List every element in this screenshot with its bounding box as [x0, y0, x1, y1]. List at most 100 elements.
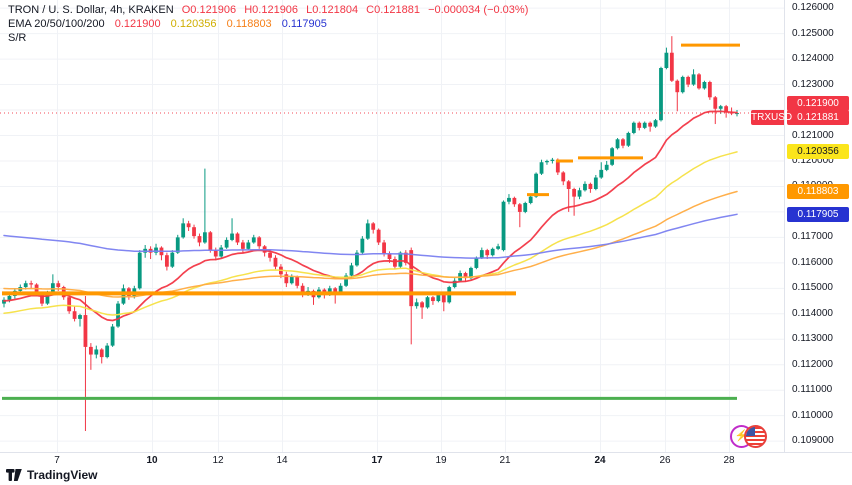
candle-body[interactable] [333, 288, 338, 294]
candle-body[interactable] [110, 326, 115, 346]
candle-body[interactable] [208, 232, 213, 251]
candle-body[interactable] [137, 252, 142, 289]
candle-body[interactable] [387, 253, 392, 260]
candle-body[interactable] [637, 122, 642, 128]
candle-body[interactable] [224, 239, 229, 248]
candle-body[interactable] [490, 248, 495, 256]
candle-body[interactable] [344, 275, 348, 286]
candle-body[interactable] [561, 172, 566, 182]
candle-body[interactable] [550, 159, 555, 161]
candle-body[interactable] [474, 257, 479, 268]
candle-body[interactable] [528, 196, 533, 203]
candle-body[interactable] [181, 223, 186, 238]
chart-canvas[interactable] [0, 0, 784, 452]
candle-body[interactable] [202, 232, 207, 243]
candle-body[interactable] [257, 237, 262, 247]
candle-body[interactable] [213, 250, 218, 257]
candle-body[interactable] [724, 106, 729, 113]
candle-body[interactable] [338, 285, 343, 294]
candle-body[interactable] [713, 97, 718, 109]
candle-body[interactable] [659, 68, 663, 121]
candle-body[interactable] [241, 242, 245, 249]
candle-body[interactable] [534, 173, 539, 197]
candle-body[interactable] [164, 255, 169, 267]
candle-body[interactable] [197, 236, 202, 243]
candle-body[interactable] [686, 76, 691, 85]
candle-body[interactable] [664, 52, 669, 69]
candle-body[interactable] [702, 82, 707, 89]
candle-body[interactable] [94, 349, 99, 355]
candle-body[interactable] [83, 315, 88, 347]
candle-body[interactable] [441, 293, 446, 303]
candle-body[interactable] [631, 122, 636, 133]
candle-body[interactable] [170, 252, 175, 267]
candle-body[interactable] [72, 311, 77, 319]
candle-body[interactable] [23, 283, 28, 288]
candle-body[interactable] [300, 285, 305, 294]
candle-body[interactable] [99, 349, 104, 358]
candle-body[interactable] [398, 252, 403, 267]
candle-body[interactable] [583, 183, 587, 191]
candle-body[interactable] [355, 252, 359, 266]
time-axis[interactable]: 7 10 12 14 17 19 21 24 26 28 [0, 452, 852, 469]
chart-plot-area[interactable]: TRON / U. S. Dollar, 4h, KRAKEN O0.12190… [0, 0, 792, 452]
candle-body[interactable] [414, 302, 419, 307]
candle-body[interactable] [425, 297, 430, 308]
candle-body[interactable] [105, 345, 110, 358]
legend-sr-row[interactable]: S/R [8, 31, 528, 45]
candle-body[interactable] [235, 233, 240, 243]
candle-body[interactable] [360, 238, 365, 253]
candle-body[interactable] [393, 259, 397, 267]
candle-body[interactable] [653, 120, 658, 127]
candle-body[interactable] [539, 162, 544, 174]
candle-body[interactable] [289, 276, 294, 284]
candle-body[interactable] [501, 201, 506, 251]
candle-body[interactable] [545, 160, 549, 163]
candle-body[interactable] [154, 247, 158, 253]
candle-body[interactable] [365, 223, 370, 239]
candle-body[interactable] [349, 265, 354, 276]
candle-body[interactable] [572, 188, 577, 197]
candle-body[interactable] [230, 233, 234, 240]
candle-body[interactable] [718, 106, 723, 109]
candle-body[interactable] [452, 280, 457, 288]
candle-body[interactable] [675, 80, 680, 93]
candle-body[interactable] [295, 276, 300, 286]
candle-body[interactable] [273, 257, 278, 267]
price-axis[interactable]: 0.1260000.1250000.1240000.1230000.122000… [784, 0, 852, 452]
candle-body[interactable] [577, 190, 582, 197]
candle-body[interactable] [593, 177, 598, 189]
candle-body[interactable] [485, 250, 490, 256]
candle-body[interactable] [680, 76, 685, 93]
candle-body[interactable] [507, 197, 511, 202]
candle-body[interactable] [409, 250, 414, 307]
candle-body[interactable] [56, 283, 61, 288]
candle-body[interactable] [523, 202, 528, 212]
candle-body[interactable] [246, 242, 251, 249]
candle-body[interactable] [284, 274, 289, 284]
candle-body[interactable] [371, 223, 376, 230]
candle-body[interactable] [29, 283, 34, 285]
candle-body[interactable] [512, 197, 517, 205]
candle-body[interactable] [431, 297, 435, 302]
candle-body[interactable] [45, 293, 50, 304]
candle-body[interactable] [40, 293, 44, 304]
candle-body[interactable] [588, 183, 593, 189]
candle-body[interactable] [175, 237, 180, 253]
candle-body[interactable] [219, 247, 224, 257]
candle-body[interactable] [382, 242, 386, 254]
candle-body[interactable] [648, 122, 653, 127]
legend-ema-row[interactable]: EMA 20/50/100/200 0.121900 0.120356 0.11… [8, 17, 528, 31]
candle-body[interactable] [7, 295, 12, 300]
candle-body[interactable] [517, 204, 522, 212]
candle-body[interactable] [88, 346, 93, 355]
candle-body[interactable] [121, 288, 126, 304]
candle-body[interactable] [604, 164, 609, 170]
candle-body[interactable] [707, 82, 712, 98]
candle-body[interactable] [78, 315, 82, 319]
candle-body[interactable] [691, 74, 696, 85]
candle-body[interactable] [669, 52, 674, 81]
candle-body[interactable] [626, 132, 631, 146]
candle-body[interactable] [436, 293, 441, 302]
candle-body[interactable] [469, 267, 473, 279]
